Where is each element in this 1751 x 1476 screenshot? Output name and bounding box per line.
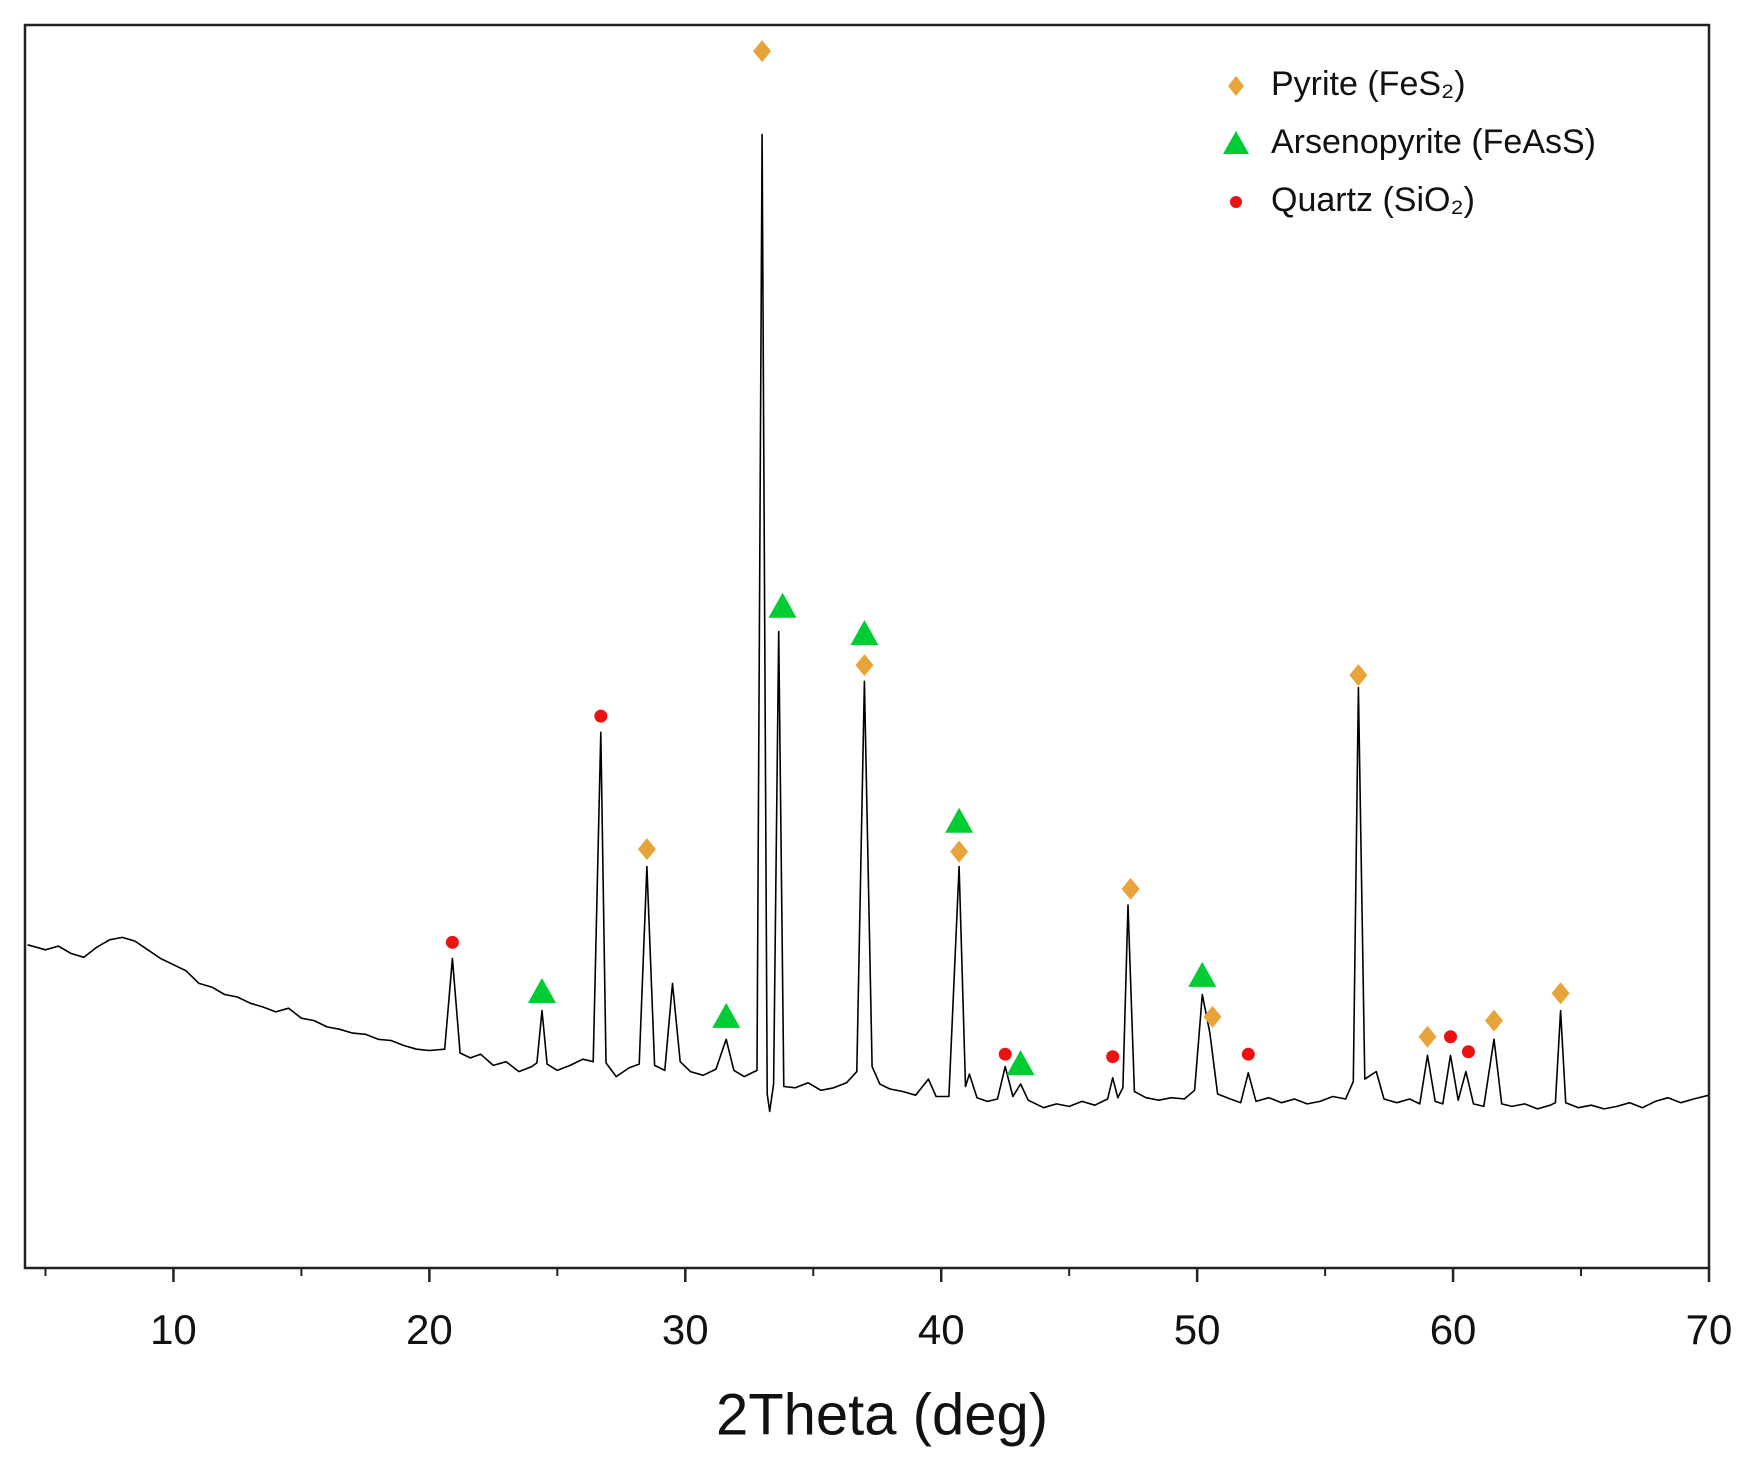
arsenopyrite-marker [850, 620, 879, 646]
pyrite-marker [1551, 982, 1570, 1005]
pyrite-marker [855, 654, 874, 677]
legend-symbol [1228, 76, 1244, 96]
legend-symbol [1223, 131, 1249, 154]
plot-frame [23, 23, 1711, 1270]
xrd-pattern [27, 133, 1710, 1113]
x-axis-label: 2Theta (deg) [716, 1382, 1048, 1447]
pyrite-marker [950, 840, 969, 863]
pyrite-marker [1349, 664, 1368, 687]
x-tick-label: 10 [150, 1306, 197, 1353]
arsenopyrite-marker [527, 978, 556, 1004]
legend-symbol [1230, 196, 1242, 208]
x-tick-label: 40 [918, 1306, 965, 1353]
quartz-marker [594, 709, 608, 723]
legend-label: Arsenopyrite (FeAsS) [1271, 123, 1596, 161]
x-tick-label: 50 [1174, 1306, 1221, 1353]
pyrite-marker [1418, 1025, 1437, 1048]
quartz-marker [445, 935, 459, 949]
pyrite-marker [1121, 877, 1140, 900]
pyrite-marker [637, 838, 656, 861]
quartz-marker [998, 1047, 1012, 1061]
quartz-marker [1106, 1050, 1120, 1064]
arsenopyrite-marker [712, 1002, 741, 1028]
x-tick-label: 20 [406, 1306, 453, 1353]
arsenopyrite-marker [768, 592, 797, 618]
legend-label: Pyrite (FeS₂) [1271, 65, 1466, 103]
pyrite-marker [1485, 1009, 1504, 1032]
x-tick-label: 70 [1686, 1306, 1733, 1353]
quartz-marker [1444, 1030, 1458, 1044]
quartz-marker [1241, 1047, 1255, 1061]
quartz-marker [1461, 1045, 1475, 1059]
x-tick-label: 30 [662, 1306, 709, 1353]
pyrite-marker [753, 40, 772, 63]
pyrite-marker [1203, 1005, 1222, 1028]
arsenopyrite-marker [1006, 1050, 1035, 1076]
arsenopyrite-marker [945, 807, 974, 833]
legend-label: Quartz (SiO₂) [1271, 181, 1475, 219]
arsenopyrite-marker [1188, 961, 1217, 987]
x-tick-label: 60 [1430, 1306, 1477, 1353]
